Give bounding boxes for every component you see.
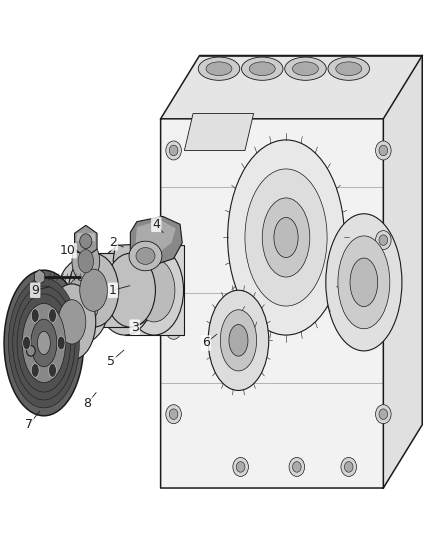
Circle shape (375, 141, 391, 160)
Circle shape (289, 457, 304, 477)
Circle shape (27, 345, 35, 356)
Ellipse shape (136, 247, 155, 264)
Ellipse shape (31, 319, 57, 367)
Circle shape (169, 235, 178, 245)
Ellipse shape (245, 169, 327, 306)
Ellipse shape (206, 62, 232, 76)
Ellipse shape (17, 294, 71, 392)
Ellipse shape (22, 303, 66, 383)
Circle shape (80, 234, 92, 248)
Polygon shape (34, 270, 45, 285)
Text: 4: 4 (152, 218, 160, 231)
Ellipse shape (48, 284, 96, 360)
Polygon shape (74, 225, 97, 257)
Circle shape (379, 235, 388, 245)
Circle shape (375, 405, 391, 424)
Ellipse shape (80, 269, 107, 311)
Ellipse shape (336, 62, 362, 76)
Text: 1: 1 (109, 284, 117, 297)
Ellipse shape (350, 258, 378, 306)
Circle shape (341, 457, 357, 477)
Circle shape (166, 141, 181, 160)
Circle shape (166, 320, 181, 340)
Ellipse shape (58, 300, 86, 344)
Polygon shape (94, 253, 131, 327)
Ellipse shape (4, 270, 84, 416)
Polygon shape (161, 119, 383, 488)
Ellipse shape (78, 249, 94, 273)
Ellipse shape (72, 240, 100, 282)
Polygon shape (131, 216, 182, 266)
Circle shape (169, 409, 178, 419)
Ellipse shape (208, 290, 269, 391)
Polygon shape (76, 233, 95, 241)
Ellipse shape (56, 259, 110, 343)
Ellipse shape (129, 241, 162, 271)
Ellipse shape (125, 245, 184, 335)
Polygon shape (134, 220, 176, 260)
Circle shape (379, 409, 388, 419)
Ellipse shape (68, 253, 119, 327)
Ellipse shape (32, 309, 39, 322)
Ellipse shape (262, 198, 310, 277)
Text: 8: 8 (83, 397, 91, 410)
Text: 9: 9 (31, 284, 39, 297)
Text: 6: 6 (202, 336, 210, 350)
Ellipse shape (8, 278, 79, 408)
Polygon shape (383, 55, 422, 488)
Ellipse shape (105, 253, 155, 327)
Ellipse shape (134, 259, 175, 322)
Ellipse shape (32, 364, 39, 377)
Ellipse shape (37, 332, 50, 354)
Circle shape (169, 145, 178, 156)
Text: 3: 3 (131, 321, 138, 334)
Ellipse shape (328, 57, 370, 80)
Ellipse shape (326, 214, 402, 351)
Circle shape (166, 405, 181, 424)
Text: 7: 7 (25, 418, 33, 431)
Circle shape (375, 231, 391, 249)
Ellipse shape (66, 276, 99, 326)
Circle shape (169, 325, 178, 335)
Ellipse shape (57, 336, 65, 350)
Circle shape (379, 145, 388, 156)
Polygon shape (161, 55, 422, 119)
Polygon shape (113, 243, 169, 266)
Ellipse shape (13, 286, 75, 400)
Text: 5: 5 (107, 355, 115, 368)
Ellipse shape (241, 57, 283, 80)
Ellipse shape (49, 364, 57, 377)
Ellipse shape (229, 325, 248, 356)
Ellipse shape (285, 57, 326, 80)
Polygon shape (125, 245, 184, 335)
Circle shape (233, 457, 248, 477)
Ellipse shape (23, 336, 31, 350)
Ellipse shape (49, 309, 57, 322)
Circle shape (166, 231, 181, 249)
Ellipse shape (228, 140, 344, 335)
Polygon shape (184, 114, 254, 150)
Ellipse shape (198, 57, 240, 80)
Ellipse shape (220, 310, 257, 371)
Ellipse shape (95, 245, 154, 335)
Ellipse shape (274, 217, 298, 257)
Text: 10: 10 (60, 244, 76, 257)
Circle shape (344, 462, 353, 472)
Ellipse shape (338, 236, 390, 329)
Circle shape (293, 462, 301, 472)
Text: 2: 2 (109, 236, 117, 249)
Circle shape (236, 462, 245, 472)
Ellipse shape (249, 62, 275, 76)
Ellipse shape (293, 62, 318, 76)
